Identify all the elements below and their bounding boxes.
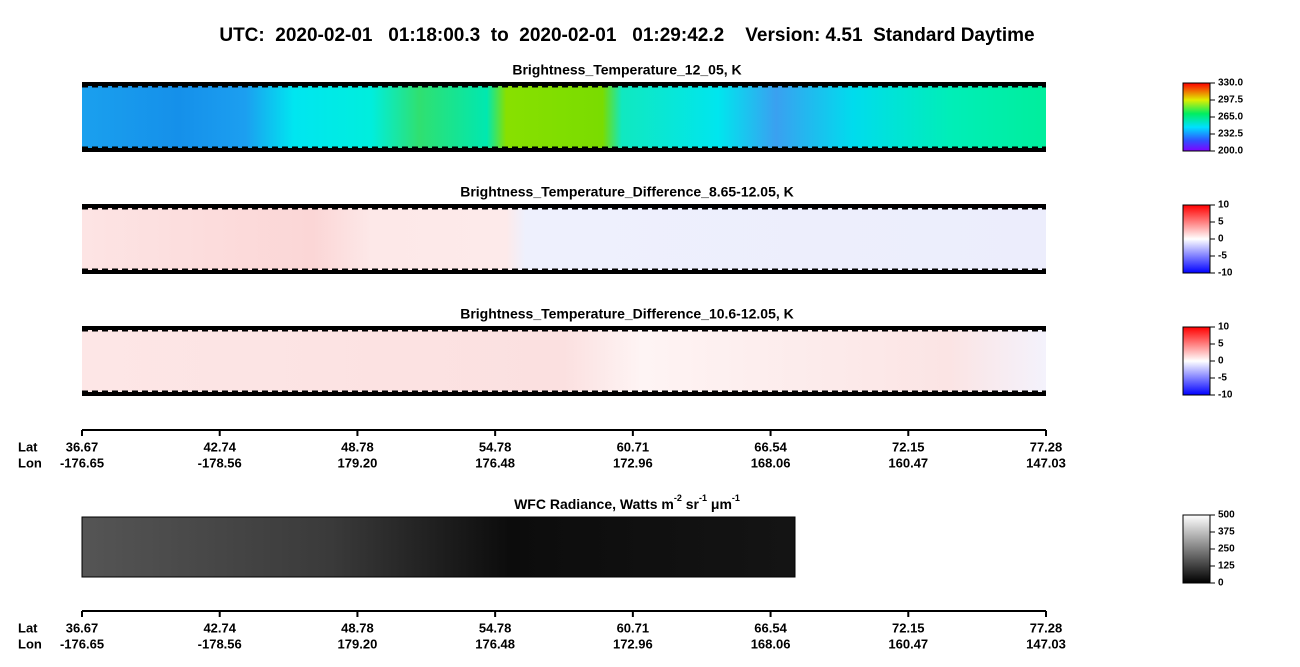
lat-value: 77.28	[1030, 620, 1063, 635]
wfc-title: WFC Radiance, Watts m-2 sr-1 μm-1	[514, 493, 740, 511]
superscript: -1	[732, 493, 740, 503]
colorbar-label: 232.5	[1218, 129, 1243, 140]
lat-value: 36.67	[66, 620, 99, 635]
lat-value: 42.74	[203, 620, 236, 635]
superscript: -1	[699, 493, 707, 503]
colorbar-label: 0	[1218, 356, 1224, 367]
lat-value: 60.71	[617, 620, 650, 635]
lat-value: 72.15	[892, 439, 925, 454]
lon-value: 179.20	[338, 636, 378, 651]
lon-value: 176.48	[475, 455, 515, 470]
lon-value: 179.20	[338, 455, 378, 470]
lat-value: 77.28	[1030, 439, 1063, 454]
colorbar-label: 297.5	[1218, 95, 1243, 106]
lat-value: 66.54	[754, 439, 787, 454]
lat-value: 60.71	[617, 439, 650, 454]
lat-value: 42.74	[203, 439, 236, 454]
lon-value: -178.56	[198, 455, 242, 470]
panel-title: Brightness_Temperature_Difference_8.65-1…	[460, 184, 794, 200]
lat-value: 36.67	[66, 439, 99, 454]
colorbar-label: 500	[1218, 510, 1235, 521]
lat-label: Lat	[18, 439, 38, 454]
lat-value: 54.78	[479, 620, 512, 635]
lon-label: Lon	[18, 636, 42, 651]
colorbar	[1182, 326, 1211, 396]
colorbar-label: -5	[1218, 251, 1227, 262]
lat-label: Lat	[18, 620, 38, 635]
lon-value: 168.06	[751, 455, 791, 470]
colorbar-label: 5	[1218, 339, 1224, 350]
title: UTC: 2020-02-01 01:18:00.3 to 2020-02-01…	[219, 25, 1034, 46]
colorbar-label: 10	[1218, 200, 1230, 211]
colorbar-label: 375	[1218, 527, 1235, 538]
panel-title: Brightness_Temperature_Difference_10.6-1…	[460, 306, 794, 322]
colorbar-label: -10	[1218, 268, 1233, 279]
title-part: sr	[682, 496, 700, 512]
lat-value: 54.78	[479, 439, 512, 454]
lon-value: 176.48	[475, 636, 515, 651]
colorbar-label: 0	[1218, 578, 1224, 589]
panel-title: Brightness_Temperature_12_05, K	[512, 62, 741, 78]
colorbar	[1182, 204, 1211, 274]
lon-value: 172.96	[613, 455, 653, 470]
colorbar-label: 200.0	[1218, 146, 1243, 157]
colorbar-label: 5	[1218, 217, 1224, 228]
image-strip	[82, 207, 1046, 272]
lon-value: -178.56	[198, 636, 242, 651]
colorbar-label: 265.0	[1218, 112, 1243, 123]
title-part: WFC Radiance, Watts m	[514, 496, 674, 512]
title-part: μm	[707, 496, 732, 512]
colorbar-label: -10	[1218, 390, 1233, 401]
colorbar-label: 10	[1218, 322, 1230, 333]
lon-label: Lon	[18, 455, 42, 470]
lon-value: 172.96	[613, 636, 653, 651]
lon-value: -176.65	[60, 455, 104, 470]
lon-value: 160.47	[888, 455, 928, 470]
colorbar-label: 125	[1218, 561, 1235, 572]
lon-value: -176.65	[60, 636, 104, 651]
lat-value: 72.15	[892, 620, 925, 635]
colorbar	[1182, 514, 1211, 584]
lon-value: 160.47	[888, 636, 928, 651]
lat-value: 48.78	[341, 439, 374, 454]
image-strip	[82, 85, 1046, 150]
lon-value: 168.06	[751, 636, 791, 651]
colorbar-label: -5	[1218, 373, 1227, 384]
colorbar	[1182, 82, 1211, 152]
image-strip	[82, 329, 1046, 394]
lat-value: 48.78	[341, 620, 374, 635]
lat-value: 66.54	[754, 620, 787, 635]
colorbar-label: 250	[1218, 544, 1235, 555]
lon-value: 147.03	[1026, 455, 1066, 470]
superscript: -2	[674, 493, 682, 503]
colorbar-label: 330.0	[1218, 78, 1243, 89]
lon-value: 147.03	[1026, 636, 1066, 651]
colorbar-label: 0	[1218, 234, 1224, 245]
wfc-image	[81, 516, 796, 578]
